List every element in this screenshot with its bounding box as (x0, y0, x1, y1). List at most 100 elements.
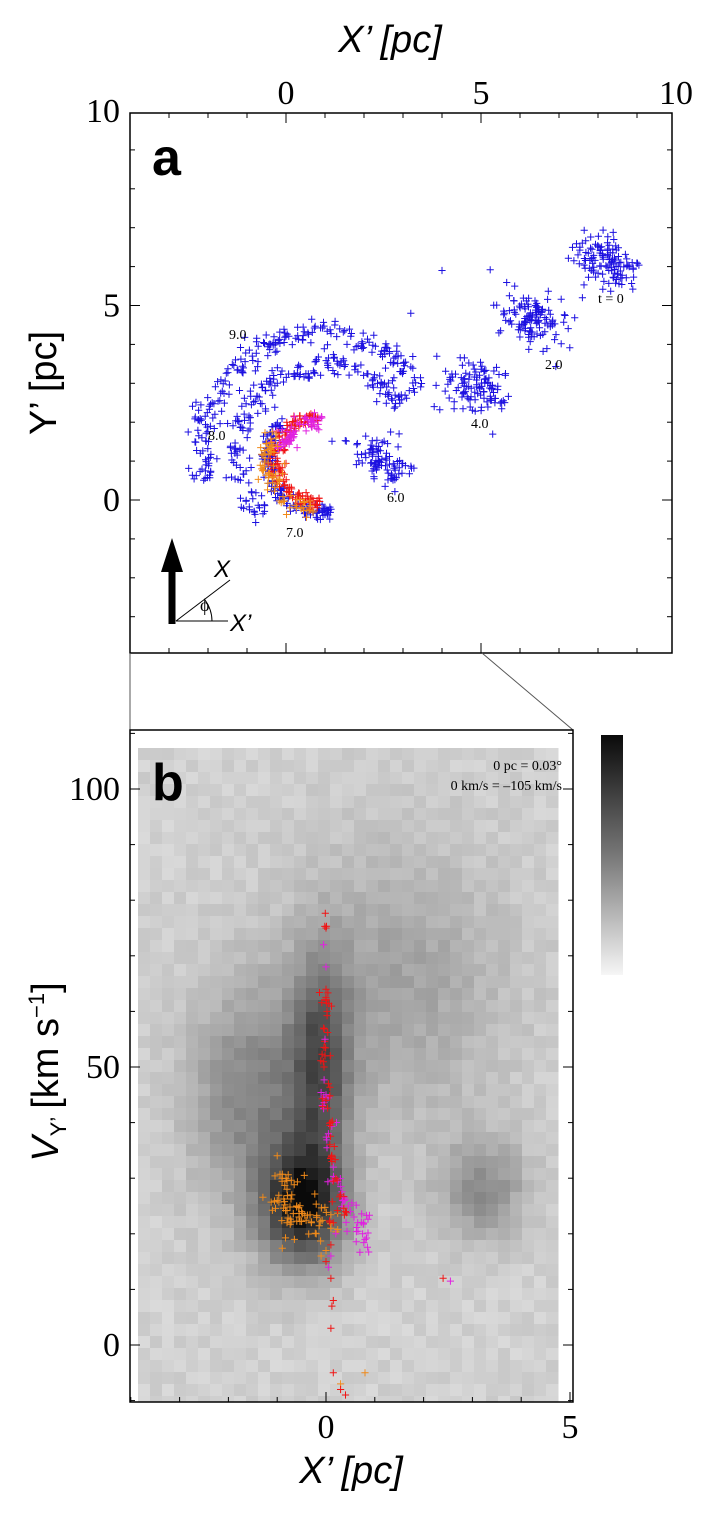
density-cell (498, 1348, 511, 1361)
density-cell (354, 1288, 367, 1301)
density-cell (510, 988, 523, 1001)
panel-a-point-blue (196, 467, 204, 475)
density-cell (366, 748, 379, 761)
density-cell (234, 772, 247, 785)
density-cell (210, 1012, 223, 1025)
density-cell (234, 1024, 247, 1037)
panel-a-point-blue (294, 335, 302, 343)
panel-b-label: b (152, 754, 184, 812)
panel-a-point-blue (242, 497, 250, 505)
density-cell (258, 868, 271, 881)
density-cell (270, 832, 283, 845)
panel-a-point-blue (486, 266, 494, 274)
density-cell (390, 940, 403, 953)
density-cell (246, 904, 259, 917)
panel-a-point-blue (226, 442, 235, 450)
density-cell (138, 832, 151, 845)
density-cell (462, 1372, 475, 1385)
density-cell (258, 916, 271, 929)
panel-b-point-orange (327, 1211, 335, 1219)
density-cell (150, 1384, 163, 1397)
density-cell (366, 844, 379, 857)
density-cell (210, 832, 223, 845)
panel-a-point-blue (311, 322, 319, 330)
density-cell (330, 1084, 343, 1097)
density-cell (486, 1060, 499, 1073)
panel-a-point-blue (211, 383, 219, 391)
density-cell (306, 1372, 319, 1385)
panel-b-point-red (326, 1217, 334, 1225)
panel-a-point-blue (580, 281, 588, 289)
density-cell (510, 1084, 523, 1097)
panel-a-point-blue (309, 367, 317, 375)
panel-a-point-blue (625, 263, 633, 271)
density-cell (282, 976, 295, 989)
density-cell (246, 1252, 259, 1265)
density-cell (234, 1180, 247, 1193)
panel-a-x-tick-label: 5 (473, 75, 490, 112)
density-cell (390, 1252, 403, 1265)
density-cell (486, 1336, 499, 1349)
panel-b-point-red (330, 1142, 338, 1151)
panel-a-point-orange (287, 491, 295, 500)
panel-b-point-magenta (365, 1211, 373, 1219)
panel-a-point-blue (564, 254, 572, 262)
density-cell (234, 1216, 247, 1229)
density-cell (378, 916, 391, 929)
density-cell (210, 1000, 223, 1013)
density-cell (426, 1204, 439, 1217)
density-cell (138, 1012, 151, 1025)
density-cell (402, 1012, 415, 1025)
density-cell (186, 1120, 199, 1133)
panel-a-point-blue (259, 510, 267, 518)
density-cell (534, 1264, 547, 1277)
density-cell (234, 1264, 247, 1277)
panel-a-point-blue (364, 370, 372, 378)
density-cell (438, 964, 451, 977)
density-cell (234, 1156, 247, 1169)
density-cell (354, 1204, 367, 1217)
density-cell (462, 1060, 475, 1073)
panel-a-point-blue (535, 307, 543, 315)
density-cell (210, 1156, 223, 1169)
density-cell (222, 904, 235, 917)
density-cell (222, 976, 235, 989)
panel-b-point-red (323, 1007, 331, 1015)
density-cell (258, 892, 271, 905)
density-cell (486, 928, 499, 941)
density-cell (414, 1324, 427, 1337)
density-cell (318, 1192, 331, 1205)
density-cell (234, 1036, 247, 1049)
density-cell (222, 1372, 235, 1385)
density-cell (486, 1000, 499, 1013)
density-cell (234, 1000, 247, 1013)
density-cell (270, 784, 283, 797)
density-cell (186, 832, 199, 845)
density-cell (222, 940, 235, 953)
density-cell (366, 928, 379, 941)
density-cell (330, 1060, 343, 1073)
density-cell (210, 940, 223, 953)
density-cell (186, 1228, 199, 1241)
panel-a-point-blue (616, 267, 624, 275)
density-cell (378, 880, 391, 893)
density-cell (354, 1060, 367, 1073)
density-cell (162, 928, 175, 941)
panel-a-point-blue (205, 405, 213, 413)
density-cell (378, 1036, 391, 1049)
panel-a-point-blue (233, 412, 241, 420)
density-cell (318, 1312, 331, 1325)
density-cell (390, 1336, 403, 1349)
panel-a-point-blue (197, 401, 205, 409)
density-cell (174, 1252, 187, 1265)
density-cell (282, 1156, 295, 1169)
panel-b-point-red (320, 1025, 328, 1033)
density-cell (306, 760, 319, 773)
snapshot-label-2: 2.0 (545, 358, 563, 373)
panel-b-point-red (337, 1191, 345, 1199)
panel-a-point-blue (271, 348, 279, 356)
density-cell (402, 1264, 415, 1277)
density-cell (258, 1216, 271, 1229)
panel-b-point-red (319, 1102, 327, 1110)
density-cell (498, 1336, 511, 1349)
